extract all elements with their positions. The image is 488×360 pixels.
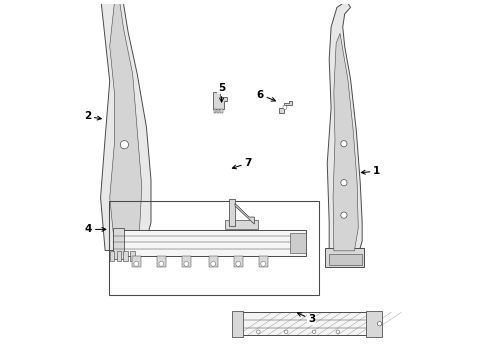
Circle shape xyxy=(210,261,215,266)
Polygon shape xyxy=(224,220,257,229)
Polygon shape xyxy=(289,233,305,253)
Circle shape xyxy=(312,330,315,334)
Circle shape xyxy=(256,330,260,334)
Bar xyxy=(116,251,121,261)
Text: 2: 2 xyxy=(84,112,101,121)
Bar xyxy=(130,251,135,261)
Circle shape xyxy=(340,212,346,218)
Polygon shape xyxy=(182,256,190,267)
Polygon shape xyxy=(101,0,151,251)
Circle shape xyxy=(260,261,265,266)
Circle shape xyxy=(340,141,346,147)
Polygon shape xyxy=(228,199,235,226)
Polygon shape xyxy=(113,228,123,259)
Polygon shape xyxy=(157,256,165,267)
Polygon shape xyxy=(208,256,217,267)
Circle shape xyxy=(134,261,139,266)
Polygon shape xyxy=(113,230,305,256)
Bar xyxy=(328,254,362,265)
Polygon shape xyxy=(109,0,142,243)
Circle shape xyxy=(235,261,240,266)
Text: 4: 4 xyxy=(85,224,105,234)
Polygon shape xyxy=(220,109,222,113)
Polygon shape xyxy=(326,1,362,254)
Bar xyxy=(123,251,128,261)
Polygon shape xyxy=(237,312,376,335)
Text: 7: 7 xyxy=(232,158,251,169)
Circle shape xyxy=(283,105,286,109)
Circle shape xyxy=(284,330,287,334)
Circle shape xyxy=(183,261,188,266)
Circle shape xyxy=(377,321,381,326)
Circle shape xyxy=(159,261,163,266)
Polygon shape xyxy=(278,100,292,113)
Polygon shape xyxy=(235,203,254,224)
Text: 5: 5 xyxy=(218,83,225,102)
Polygon shape xyxy=(365,311,381,337)
Text: 3: 3 xyxy=(297,313,314,324)
Bar xyxy=(108,201,318,294)
Polygon shape xyxy=(232,311,242,337)
Polygon shape xyxy=(132,256,141,267)
Circle shape xyxy=(335,330,339,334)
Text: 1: 1 xyxy=(361,166,380,176)
Polygon shape xyxy=(217,109,219,113)
Polygon shape xyxy=(214,109,216,113)
Text: 6: 6 xyxy=(256,90,275,101)
Polygon shape xyxy=(332,33,358,251)
Polygon shape xyxy=(258,256,267,267)
Bar xyxy=(109,251,114,261)
Circle shape xyxy=(120,141,128,149)
Polygon shape xyxy=(213,92,226,109)
Bar xyxy=(325,248,364,267)
Polygon shape xyxy=(233,256,242,267)
Circle shape xyxy=(340,180,346,186)
